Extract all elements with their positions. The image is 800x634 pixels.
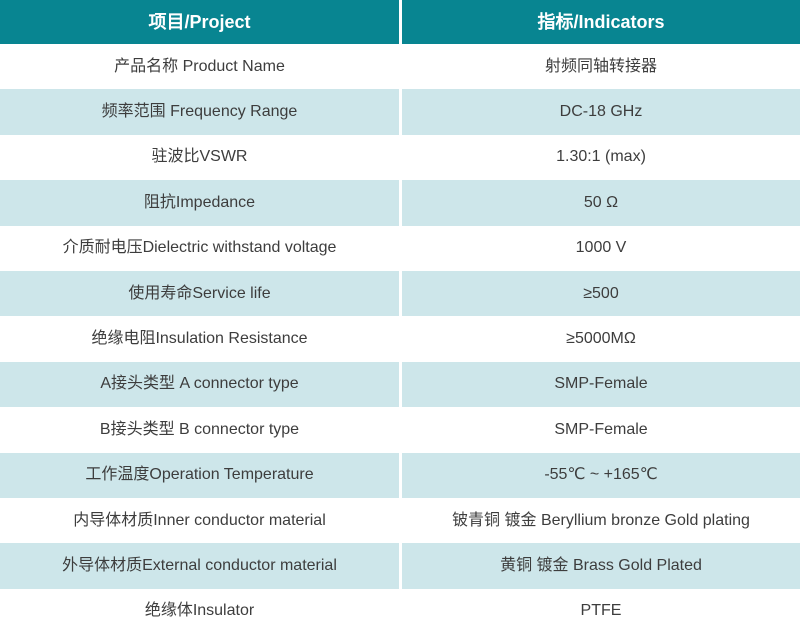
project-cell: 绝缘体Insulator	[144, 602, 255, 620]
project-cell: 阻抗Impedance	[0, 180, 399, 226]
table-row: A接头类型 A connector type SMP-Female	[0, 361, 800, 408]
table-row: 内导体材质Inner conductor material 铍青铜 镀金 Ber…	[0, 498, 800, 543]
indicator-cell: 铍青铜 镀金 Beryllium bronze Gold plating	[452, 511, 750, 529]
project-cell: 介质耐电压Dielectric withstand voltage	[62, 239, 337, 257]
indicator-cell: ≥5000MΩ	[566, 330, 636, 348]
indicator-cell: PTFE	[580, 602, 622, 620]
table-header-row: 项目/Project 指标/Indicators	[0, 0, 800, 44]
table-row: 外导体材质External conductor material 黄铜 镀金 B…	[0, 543, 800, 589]
table-row: B接头类型 B connector type SMP-Female	[0, 407, 800, 452]
table-row: 绝缘体Insulator PTFE	[0, 589, 800, 634]
indicator-cell: 50 Ω	[402, 180, 800, 226]
table-row: 介质耐电压Dielectric withstand voltage 1000 V	[0, 226, 800, 271]
project-cell: 使用寿命Service life	[0, 270, 399, 317]
project-cell: 内导体材质Inner conductor material	[73, 511, 326, 529]
project-header-cell: 项目/Project	[0, 0, 399, 44]
table-row: 频率范围 Frequency Range DC-18 GHz	[0, 89, 800, 135]
table-row: 驻波比VSWR 1.30:1 (max)	[0, 135, 800, 180]
project-cell: 外导体材质External conductor material	[0, 543, 399, 589]
project-cell: 驻波比VSWR	[151, 148, 248, 166]
indicator-cell: SMP-Female	[554, 420, 648, 438]
project-cell: B接头类型 B connector type	[99, 420, 300, 438]
project-cell: 产品名称 Product Name	[114, 57, 285, 75]
indicator-cell: SMP-Female	[402, 361, 800, 408]
indicators-header-cell: 指标/Indicators	[402, 0, 800, 44]
project-cell: A接头类型 A connector type	[0, 361, 399, 408]
indicator-cell: 1.30:1 (max)	[556, 148, 646, 166]
table-row: 阻抗Impedance 50 Ω	[0, 180, 800, 226]
indicator-cell: 射频同轴转接器	[544, 57, 657, 75]
project-cell: 绝缘电阻Insulation Resistance	[91, 330, 308, 348]
project-cell: 频率范围 Frequency Range	[0, 89, 399, 135]
table-row: 产品名称 Product Name 射频同轴转接器	[0, 44, 800, 89]
table-row: 绝缘电阻Insulation Resistance ≥5000MΩ	[0, 316, 800, 361]
indicator-cell: 1000 V	[575, 239, 627, 257]
indicator-cell: -55℃ ~ +165℃	[402, 452, 800, 498]
indicator-cell: 黄铜 镀金 Brass Gold Plated	[402, 543, 800, 589]
table-row: 使用寿命Service life ≥500	[0, 270, 800, 317]
indicator-cell: ≥500	[402, 270, 800, 317]
indicator-cell: DC-18 GHz	[402, 89, 800, 135]
table-row: 工作温度Operation Temperature -55℃ ~ +165℃	[0, 452, 800, 498]
project-cell: 工作温度Operation Temperature	[0, 452, 399, 498]
